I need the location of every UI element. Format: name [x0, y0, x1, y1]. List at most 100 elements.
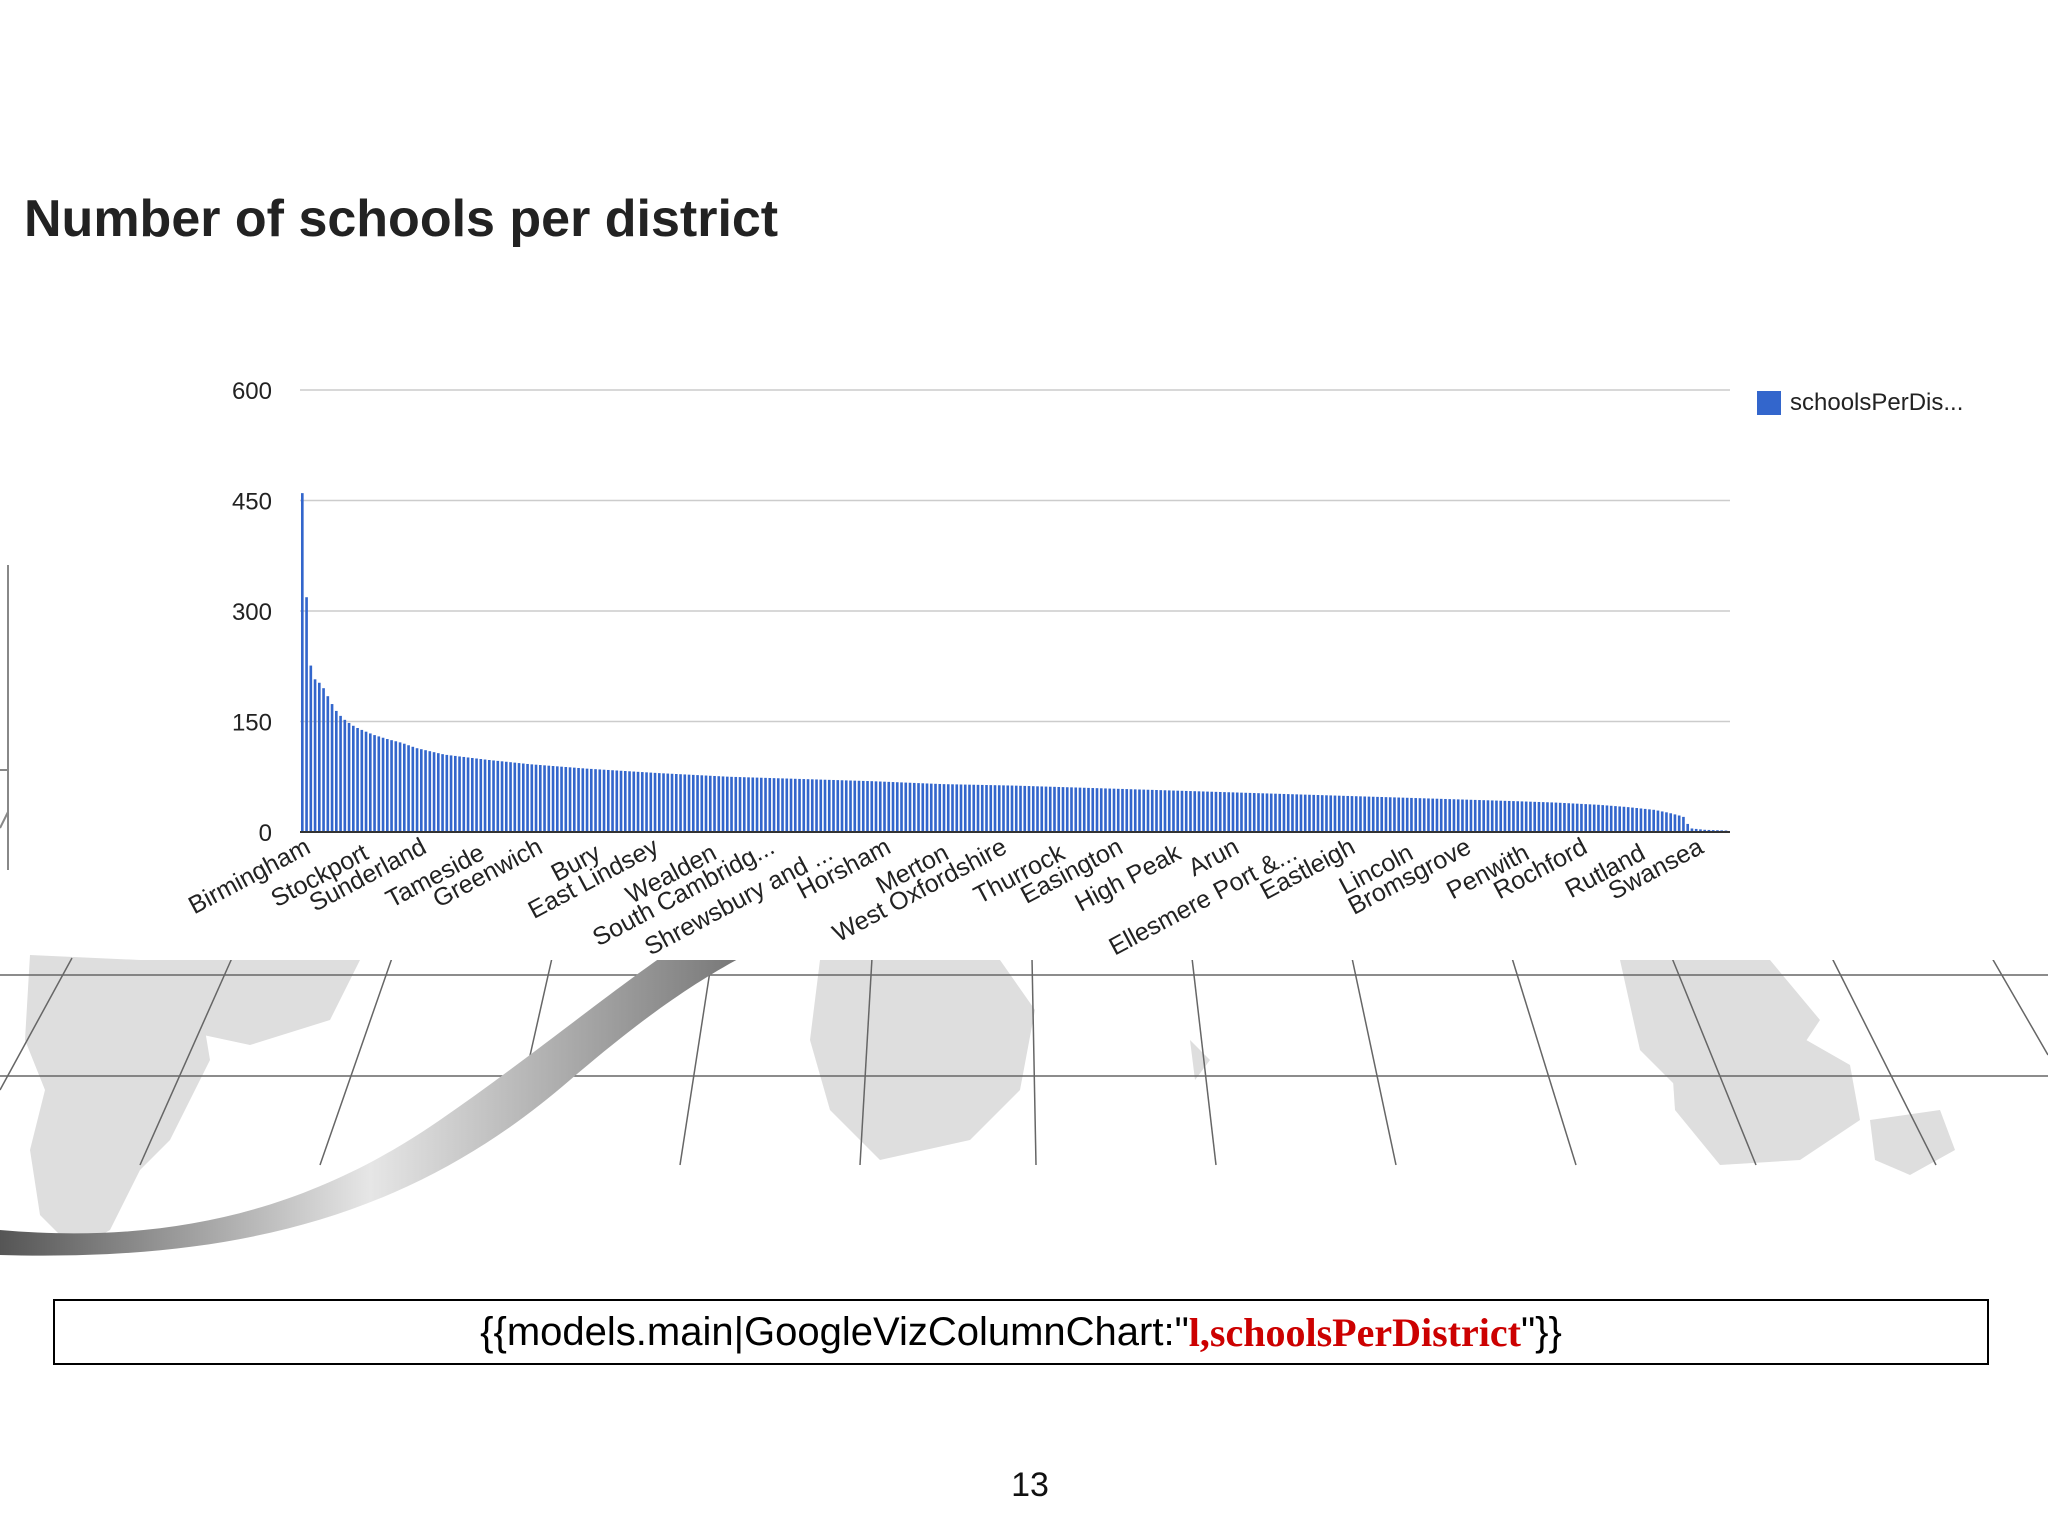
bar[interactable] [330, 704, 334, 832]
bar[interactable] [1388, 797, 1392, 832]
bar[interactable] [717, 776, 721, 832]
bar[interactable] [963, 784, 967, 832]
bar[interactable] [878, 781, 882, 832]
bar[interactable] [611, 770, 614, 832]
bar[interactable] [1656, 810, 1660, 832]
bar[interactable] [1376, 796, 1379, 832]
bar[interactable] [1112, 788, 1116, 832]
bar[interactable] [1082, 787, 1086, 832]
bar[interactable] [836, 780, 840, 832]
bar[interactable] [691, 774, 695, 832]
bar[interactable] [1286, 794, 1290, 832]
bar[interactable] [1592, 804, 1596, 832]
bar[interactable] [1405, 797, 1409, 832]
bar[interactable] [1529, 801, 1532, 832]
bar[interactable] [755, 777, 759, 832]
bar[interactable] [823, 779, 827, 832]
bar[interactable] [1660, 811, 1664, 832]
bar[interactable] [581, 768, 585, 832]
bar[interactable] [309, 665, 313, 832]
bar[interactable] [1325, 795, 1328, 832]
bar[interactable] [1503, 800, 1507, 832]
bar[interactable] [1223, 792, 1226, 832]
bar[interactable] [356, 727, 359, 832]
bar[interactable] [785, 778, 789, 832]
bar[interactable] [335, 710, 338, 832]
bar[interactable] [1563, 803, 1566, 832]
bar[interactable] [1133, 789, 1137, 832]
bar[interactable] [530, 764, 534, 832]
bar[interactable] [1257, 793, 1260, 832]
bar[interactable] [1201, 791, 1205, 832]
bar[interactable] [1210, 791, 1214, 832]
bar[interactable] [1065, 787, 1069, 832]
bar[interactable] [1155, 790, 1158, 832]
bar[interactable] [708, 775, 712, 832]
bar[interactable] [1014, 785, 1018, 832]
bar[interactable] [955, 784, 959, 832]
bar[interactable] [751, 777, 755, 832]
bar[interactable] [942, 784, 946, 832]
bar[interactable] [1516, 801, 1520, 832]
bar[interactable] [449, 755, 453, 832]
bar[interactable] [687, 774, 691, 832]
bar[interactable] [628, 771, 631, 832]
bar[interactable] [1456, 799, 1460, 832]
bar[interactable] [407, 745, 410, 832]
bar[interactable] [810, 779, 814, 832]
bar[interactable] [322, 688, 325, 832]
bar[interactable] [377, 736, 381, 832]
bar[interactable] [866, 781, 869, 832]
bar[interactable] [1359, 796, 1362, 832]
bar[interactable] [657, 773, 661, 832]
bar[interactable] [1401, 797, 1405, 832]
bar[interactable] [428, 751, 432, 832]
bar[interactable] [815, 779, 818, 832]
bar[interactable] [713, 775, 716, 832]
bar[interactable] [798, 778, 801, 832]
bar[interactable] [1163, 790, 1167, 832]
bar[interactable] [521, 763, 525, 832]
bar[interactable] [1312, 794, 1316, 832]
bar[interactable] [1333, 795, 1337, 832]
bar[interactable] [1393, 797, 1396, 832]
bar[interactable] [1303, 794, 1307, 832]
bar[interactable] [1597, 804, 1600, 832]
bar[interactable] [1626, 807, 1630, 832]
bar[interactable] [513, 762, 517, 832]
bar[interactable] [1605, 805, 1609, 832]
bar[interactable] [874, 781, 878, 832]
bar[interactable] [1346, 795, 1350, 832]
bar[interactable] [951, 784, 954, 832]
bar[interactable] [1571, 803, 1575, 832]
bar[interactable] [1197, 791, 1201, 832]
bar[interactable] [373, 735, 376, 832]
bar[interactable] [606, 769, 610, 832]
bar[interactable] [934, 783, 937, 832]
bar[interactable] [1350, 796, 1354, 832]
bar[interactable] [742, 777, 746, 832]
bar[interactable] [381, 737, 385, 832]
bar[interactable] [674, 774, 678, 832]
bar[interactable] [589, 768, 593, 832]
bar[interactable] [1095, 788, 1099, 832]
bar[interactable] [487, 760, 491, 832]
bar[interactable] [1269, 793, 1273, 832]
bar[interactable] [1418, 798, 1422, 832]
bar[interactable] [1473, 799, 1477, 832]
bar[interactable] [980, 784, 984, 832]
bar[interactable] [1422, 798, 1426, 832]
bar[interactable] [432, 752, 436, 832]
bar[interactable] [883, 781, 886, 832]
bar[interactable] [1609, 805, 1613, 832]
bar[interactable] [853, 780, 857, 832]
bar[interactable] [1053, 786, 1056, 832]
bar[interactable] [339, 715, 342, 832]
bar[interactable] [989, 785, 993, 832]
bar[interactable] [326, 696, 330, 832]
bar[interactable] [1524, 801, 1528, 832]
bar[interactable] [1278, 793, 1282, 832]
bar[interactable] [721, 776, 725, 832]
bar[interactable] [781, 778, 784, 832]
bar[interactable] [1673, 814, 1677, 832]
